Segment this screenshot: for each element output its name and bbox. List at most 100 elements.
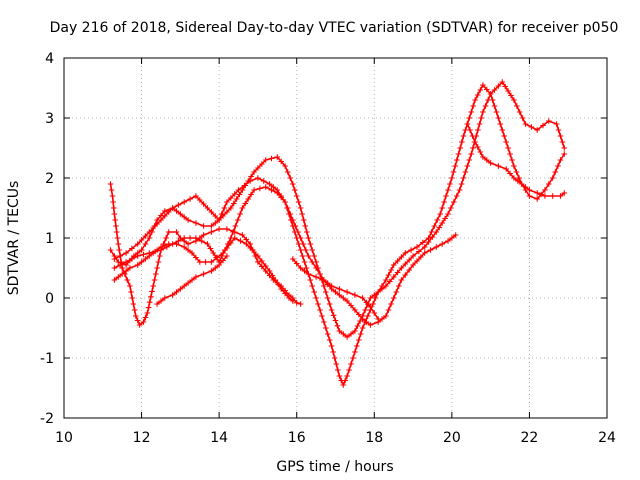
data-point [114, 235, 121, 241]
data-point [468, 109, 475, 115]
data-point [130, 301, 137, 307]
data-point [458, 181, 465, 187]
data-point [464, 121, 471, 127]
data-point [138, 237, 145, 243]
data-point [549, 175, 556, 181]
data-point [428, 229, 435, 235]
data-point [561, 145, 568, 151]
data-point [429, 234, 436, 240]
data-point [485, 97, 491, 103]
data-point [255, 253, 261, 259]
data-point [502, 83, 508, 90]
data-point [138, 247, 145, 253]
data-point [220, 257, 226, 264]
data-point [134, 253, 141, 259]
data-point [475, 127, 481, 133]
data-point [224, 209, 230, 215]
data-point [416, 248, 422, 255]
x-tick-label: 22 [521, 430, 539, 446]
data-point [239, 187, 246, 193]
data-point [534, 196, 540, 202]
data-point [251, 187, 257, 193]
data-point [149, 288, 155, 295]
series-line [466, 123, 566, 197]
data-point [484, 157, 490, 163]
data-point [169, 205, 176, 211]
y-tick-label: 1 [45, 231, 54, 247]
data-point [286, 295, 292, 301]
data-point [193, 274, 199, 280]
data-point [503, 139, 509, 145]
data-point [534, 127, 540, 133]
data-point [499, 79, 506, 85]
data-point [196, 259, 203, 265]
data-point [385, 307, 392, 313]
data-point [441, 199, 447, 205]
data-point [388, 301, 394, 307]
data-point [359, 325, 366, 331]
data-point [439, 241, 445, 247]
data-point [515, 178, 521, 184]
data-point [497, 121, 504, 127]
data-point [511, 97, 517, 103]
data-point [340, 331, 347, 337]
data-point [534, 190, 540, 196]
data-point [335, 367, 341, 373]
data-point [433, 244, 440, 250]
data-point [175, 238, 182, 244]
y-tick-label: -1 [40, 351, 54, 367]
data-point [248, 173, 254, 180]
data-point [511, 163, 517, 169]
data-point [476, 121, 483, 127]
data-point [472, 97, 478, 103]
data-point [154, 301, 160, 307]
data-point [212, 220, 219, 226]
data-point [555, 163, 561, 169]
data-point [133, 313, 139, 319]
data-point [284, 205, 291, 211]
data-point [158, 244, 164, 250]
series-trace-g [464, 121, 568, 199]
data-point [142, 314, 149, 321]
data-point [511, 175, 517, 181]
data-point [406, 257, 412, 263]
data-point [503, 166, 509, 172]
data-point [208, 259, 215, 265]
data-point [324, 331, 331, 337]
data-point [359, 295, 366, 301]
data-point [372, 295, 379, 301]
data-point [309, 247, 315, 253]
data-point [519, 115, 526, 121]
data-point [309, 283, 315, 289]
data-point [324, 295, 331, 301]
x-tick-label: 12 [133, 430, 151, 446]
data-point [127, 283, 133, 289]
series-trace-d [111, 184, 459, 328]
data-point [193, 235, 199, 241]
data-point [257, 185, 263, 192]
data-point [433, 229, 440, 235]
y-axis-label: SDTVAR / TECUs [6, 181, 22, 296]
data-point [299, 253, 306, 259]
data-point [224, 226, 230, 232]
data-point [116, 247, 123, 253]
data-point [268, 187, 275, 193]
data-point [136, 322, 143, 328]
data-point [499, 127, 506, 133]
data-point [466, 115, 473, 121]
data-point [396, 283, 402, 289]
y-tick-label: 2 [45, 171, 54, 187]
data-point [436, 224, 443, 231]
data-point [144, 310, 151, 316]
data-point [189, 277, 195, 283]
data-point [111, 277, 118, 283]
series-line [291, 258, 380, 320]
y-tick-label: -2 [40, 411, 54, 427]
data-point [363, 299, 370, 306]
data-point [514, 103, 520, 109]
data-point [251, 169, 257, 175]
y-tick-label: 3 [45, 111, 54, 127]
data-point [119, 265, 125, 271]
data-point [516, 175, 522, 181]
data-point [248, 191, 254, 198]
